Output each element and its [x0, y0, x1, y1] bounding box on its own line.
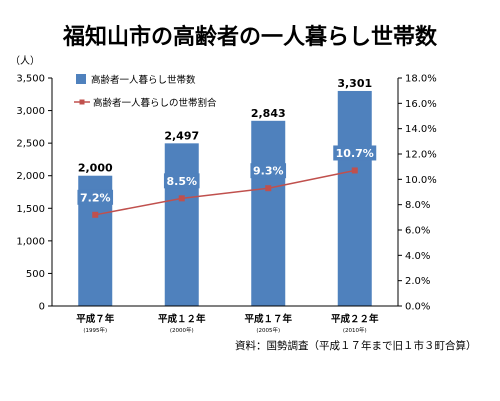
- right-tick-label: 4.0%: [405, 251, 430, 262]
- left-tick-label: 500: [26, 269, 45, 280]
- left-axis-unit: （人）: [10, 55, 40, 67]
- line-point: [351, 167, 358, 174]
- right-tick-label: 8.0%: [405, 200, 430, 211]
- line-value-label-bg: [163, 173, 200, 189]
- left-axis-ticks: 0 500 1,000 1,500 2,000 2,500 3,000 3,500: [16, 74, 52, 313]
- left-tick-label: 2,500: [16, 139, 45, 150]
- legend-line-marker: [79, 99, 85, 105]
- x-category-sublabel: (2000年): [170, 326, 194, 334]
- legend: 高齢者一人暮らし世帯数 高齢者一人暮らしの世帯割合: [74, 74, 217, 109]
- right-axis-ticks: 0.0% 2.0% 4.0% 6.0% 8.0% 10.0% 12.0% 14.0% 16.0%…: [398, 74, 437, 313]
- right-tick-label: 16.0%: [405, 99, 437, 110]
- line-path: [95, 169, 355, 216]
- left-tick-label: 2,000: [16, 171, 45, 182]
- line-point: [92, 211, 99, 218]
- line-value-label-bg: [250, 163, 287, 179]
- line-point: [178, 195, 185, 202]
- right-tick-label: 12.0%: [405, 150, 437, 161]
- right-tick-label: 0.0%: [405, 302, 430, 313]
- left-tick-label: 0: [39, 302, 45, 313]
- chart-title: 福知山市の高齢者の一人暮らし世帯数: [62, 24, 438, 50]
- legend-bar-swatch: [76, 74, 86, 84]
- right-tick-label: 18.0%: [405, 74, 437, 85]
- line-value-label: 8.5%: [166, 175, 197, 188]
- x-category-sublabel: (1995年): [83, 326, 107, 334]
- left-tick-label: 1,000: [16, 236, 45, 247]
- x-category-label: 平成１７年: [244, 313, 292, 325]
- line-value-label-bg: [77, 189, 114, 205]
- right-tick-label: 10.0%: [405, 175, 437, 186]
- line-value-label: 7.2%: [80, 191, 111, 204]
- right-tick-label: 14.0%: [405, 124, 437, 135]
- x-axis-categories: 平成７年(1995年) 平成１２年(2000年) 平成１７年(2005年) 平成２２年…: [76, 313, 379, 334]
- bar: [251, 120, 286, 306]
- bar-value-label: 3,301: [337, 77, 372, 90]
- line-value-label: 10.7%: [336, 147, 374, 160]
- legend-bar-label: 高齢者一人暮らし世帯数: [91, 74, 196, 86]
- left-tick-label: 3,500: [16, 74, 45, 85]
- x-category-sublabel: (2010年): [343, 326, 367, 334]
- right-tick-label: 2.0%: [405, 276, 430, 287]
- bar-value-label: 2,843: [251, 107, 286, 120]
- bar-value-label: 2,497: [164, 129, 199, 142]
- line-value-label: 9.3%: [253, 165, 284, 178]
- bar-series: 2,000 2,497 2,843 3,301: [78, 77, 372, 306]
- bar: [337, 90, 372, 306]
- line-series: 7.2% 8.5% 9.3% 10.7%: [77, 145, 377, 218]
- x-category-label: 平成２２年: [331, 313, 379, 325]
- bar-value-label: 2,000: [78, 162, 113, 175]
- bar: [164, 143, 199, 306]
- right-tick-label: 6.0%: [405, 226, 430, 237]
- source-note: 資料：国勢調査（平成１７年まで旧１市３町合算）: [235, 339, 477, 352]
- x-category-label: 平成１２年: [158, 313, 206, 325]
- left-tick-label: 1,500: [16, 204, 45, 215]
- line-point: [265, 185, 272, 192]
- left-tick-label: 3,000: [16, 106, 45, 117]
- x-category-sublabel: (2005年): [256, 326, 280, 334]
- x-category-label: 平成７年: [76, 313, 115, 325]
- legend-line-label: 高齢者一人暮らしの世帯割合: [93, 97, 217, 109]
- line-value-label-bg: [333, 145, 377, 161]
